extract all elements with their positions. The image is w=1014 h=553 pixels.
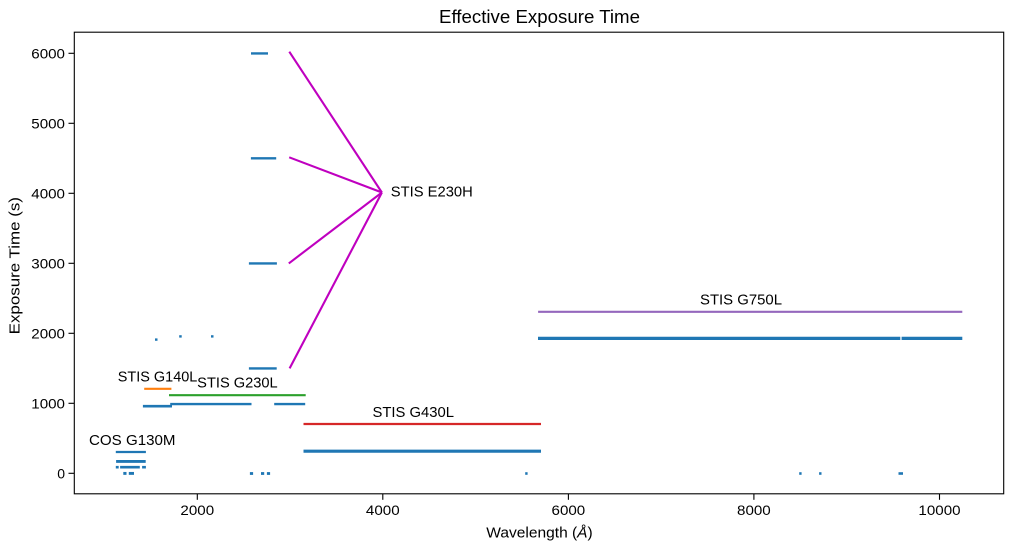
svg-text:5000: 5000 <box>31 116 65 132</box>
svg-text:4000: 4000 <box>366 502 400 518</box>
svg-text:4000: 4000 <box>31 186 65 202</box>
svg-text:2000: 2000 <box>31 326 65 342</box>
svg-text:0: 0 <box>57 466 65 482</box>
svg-text:STIS G230L: STIS G230L <box>197 375 278 391</box>
svg-text:2000: 2000 <box>180 502 214 518</box>
svg-text:3000: 3000 <box>31 256 65 272</box>
svg-text:6000: 6000 <box>552 502 586 518</box>
svg-text:Wavelength (Å): Wavelength (Å) <box>486 525 593 542</box>
svg-text:STIS G140L: STIS G140L <box>118 369 198 385</box>
svg-text:1000: 1000 <box>31 396 65 412</box>
svg-text:6000: 6000 <box>31 46 65 62</box>
svg-text:Effective Exposure Time: Effective Exposure Time <box>439 7 640 27</box>
svg-text:10000: 10000 <box>918 502 960 518</box>
svg-text:8000: 8000 <box>737 502 771 518</box>
svg-text:STIS G430L: STIS G430L <box>373 405 455 421</box>
svg-text:COS G130M: COS G130M <box>89 433 176 449</box>
svg-text:Exposure Time (s): Exposure Time (s) <box>7 197 23 334</box>
svg-text:STIS G750L: STIS G750L <box>700 293 782 309</box>
svg-text:STIS E230H: STIS E230H <box>391 185 473 201</box>
